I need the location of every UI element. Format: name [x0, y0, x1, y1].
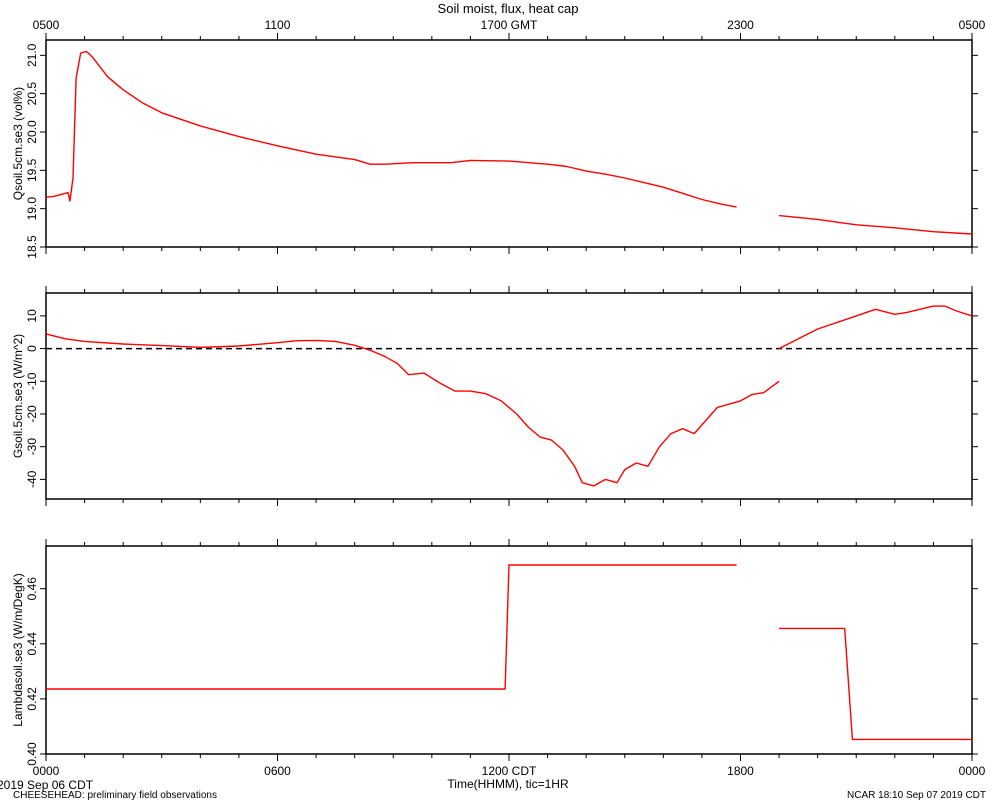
top-axis-tick-label: 0500: [33, 18, 60, 32]
y-tick-label: 0: [25, 345, 39, 352]
bottom-axis-tick-label: 0000: [959, 764, 986, 778]
y-tick-label: 10: [25, 309, 39, 323]
chart-title: Soil moist, flux, heat cap: [438, 1, 579, 16]
top-axis-labels: 0500 1100 1700 GMT 2300 0500: [33, 18, 986, 32]
y-tick-label: 0.40: [25, 742, 39, 766]
y-tick-label: 18.5: [25, 235, 39, 259]
footer-date: 2019 Sep 06 CDT: [0, 778, 94, 792]
y-axis-label: Lambdasoil.se3 (W/m/DegK): [11, 573, 25, 726]
y-tick-label: -10: [25, 372, 39, 390]
bottom-axis-tick-label: 0000: [33, 764, 60, 778]
data-line-segment-2: [779, 627, 972, 741]
plot-frame: [45, 39, 973, 248]
top-axis-tick-label: 2300: [727, 18, 754, 32]
y-tick-label: -30: [25, 438, 39, 456]
footer-project: CHEESEHEAD: preliminary field observatio…: [13, 790, 217, 801]
top-axis-tick-label: 1100: [265, 18, 291, 32]
y-tick-label: 0.46: [25, 577, 39, 601]
y-tick-label: 20.0: [25, 120, 39, 144]
bottom-axis-tick-label: 1200 CDT: [482, 764, 537, 778]
y-axis-label: Qsoil.5cm.se3 (vol%): [11, 87, 25, 200]
y-axis-label: Gsoil.5cm.se3 (W/m^2): [11, 334, 25, 458]
bottom-axis-labels: 0000 0600 1200 CDT 1800 0000: [33, 764, 986, 778]
panels: 18.5 19.0 19.5 20.0 20.5 21.0 Qsoil.5cm.se3 (v…: [11, 33, 978, 766]
top-axis-tick-label: 1700 GMT: [481, 18, 538, 32]
y-tick-label: 20.5: [25, 82, 39, 106]
data-line-segment-2: [779, 214, 973, 235]
y-tick-label: 19.0: [25, 197, 39, 221]
bottom-axis-tick-label: 1800: [727, 764, 754, 778]
data-line-segment-1: [46, 564, 737, 690]
bottom-axis-tick-label: 0600: [264, 764, 291, 778]
data-line-segment-1: [45, 333, 780, 487]
y-tick-label: 0.44: [25, 632, 39, 656]
footer-stamp: NCAR 18:10 Sep 07 2019 CDT: [847, 790, 986, 801]
y-tick-label: 21.0: [25, 43, 39, 67]
data-line-segment-1: [45, 50, 737, 208]
panel-1: 18.5 19.0 19.5 20.0 20.5 21.0 Qsoil.5cm.se3 (v…: [11, 33, 978, 259]
data-line-segment-2: [778, 305, 973, 350]
y-tick-label: 0.42: [25, 687, 39, 711]
x-axis-label: Time(HHMM), tic=1HR: [447, 777, 569, 791]
y-tick-label: -40: [25, 470, 39, 488]
y-tick-label: 19.5: [25, 158, 39, 182]
top-axis-tick-label: 0500: [959, 18, 986, 32]
y-tick-label: -20: [25, 405, 39, 423]
